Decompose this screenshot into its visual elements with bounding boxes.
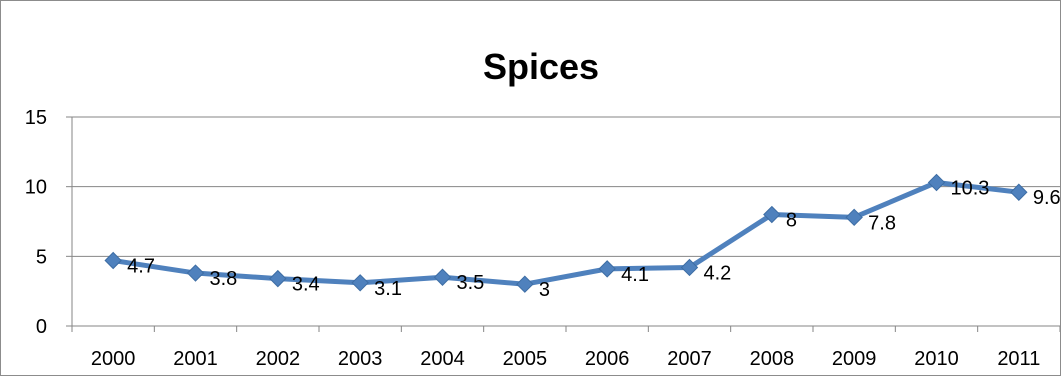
- data-labels: 4.7 3.8 3.4 3.1 3.5 3 4.1 4.2 8 7.8 10.3 9.6: [127, 177, 1060, 301]
- data-label: 4.1: [621, 264, 649, 286]
- data-label: 8: [786, 210, 797, 232]
- data-label: 4.2: [704, 262, 732, 284]
- data-label: 9.6: [1033, 187, 1060, 209]
- y-tick-label: 10: [25, 177, 47, 199]
- data-label: 3.8: [210, 268, 238, 290]
- x-tick-label: 2010: [914, 348, 959, 370]
- x-tick-label: 2002: [256, 348, 301, 370]
- chart-title: Spices: [483, 46, 599, 87]
- y-tick-label: 0: [36, 316, 47, 338]
- data-point-marker: [763, 205, 781, 224]
- y-tick-label: 15: [25, 107, 47, 129]
- data-point-marker: [516, 275, 534, 293]
- data-label: 3.1: [374, 278, 402, 300]
- x-tick-label: 2006: [585, 348, 630, 370]
- x-tick-label: 2011: [997, 348, 1040, 370]
- x-tick-label: 2007: [667, 348, 712, 370]
- gridlines: [72, 116, 1060, 257]
- axes: [71, 117, 1060, 327]
- data-label: 4.7: [127, 256, 155, 278]
- data-point-marker: [104, 251, 122, 270]
- x-axis-ticks: 2000 2001 2002 2003 2004 2005 2006 2007 2008 2009…: [71, 326, 1060, 370]
- x-tick-label: 2005: [503, 348, 548, 370]
- x-tick-label: 2004: [420, 348, 465, 370]
- data-label: 7.8: [868, 212, 896, 234]
- data-point-marker: [927, 173, 946, 192]
- x-tick-label: 2008: [750, 348, 795, 370]
- y-axis-ticks: 0 5 10 15: [25, 107, 72, 338]
- x-tick-label: 2000: [91, 348, 136, 370]
- data-point-marker: [269, 269, 287, 288]
- data-point-marker: [598, 260, 616, 278]
- data-point-marker: [433, 268, 452, 286]
- series-group: [104, 173, 1028, 293]
- data-point-marker: [680, 258, 699, 277]
- x-tick-label: 2003: [338, 348, 383, 370]
- data-point-marker: [845, 208, 863, 227]
- data-point-marker: [186, 264, 205, 282]
- y-tick-label: 5: [36, 246, 47, 268]
- data-point-marker: [351, 274, 369, 292]
- x-tick-label: 2009: [832, 348, 877, 370]
- data-label: 3.4: [292, 274, 320, 296]
- x-tick-label: 2001: [173, 348, 218, 370]
- data-point-marker: [1010, 183, 1028, 201]
- data-label: 3.5: [457, 272, 485, 294]
- series-line: [110, 179, 1022, 287]
- data-label: 3: [539, 279, 550, 301]
- data-label: 10.3: [951, 177, 990, 199]
